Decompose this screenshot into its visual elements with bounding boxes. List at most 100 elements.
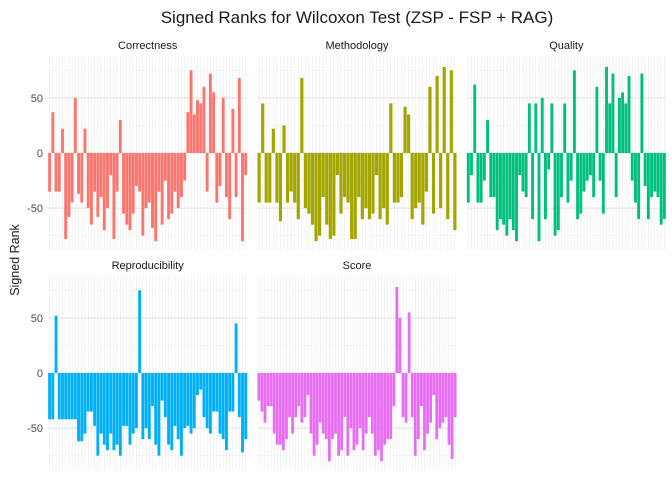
bar	[360, 153, 364, 220]
bar	[374, 373, 377, 456]
bar	[89, 373, 93, 412]
bar	[328, 153, 332, 239]
bar	[275, 373, 279, 445]
bar	[431, 153, 436, 214]
bar	[218, 153, 222, 187]
bar	[367, 153, 372, 220]
bar	[398, 317, 402, 373]
facet-panel: Score	[257, 260, 457, 470]
y-tick-label: -50	[27, 423, 43, 435]
bar	[355, 373, 359, 445]
bar	[403, 106, 407, 153]
bar	[340, 373, 344, 451]
bar	[473, 84, 477, 153]
bar	[346, 153, 350, 203]
bar	[70, 153, 74, 203]
bar	[349, 373, 353, 429]
bar	[278, 153, 283, 222]
bar	[67, 153, 71, 217]
bar	[128, 373, 132, 445]
bar	[199, 373, 203, 390]
bar	[361, 373, 365, 451]
bar	[131, 373, 135, 434]
bar	[432, 373, 436, 396]
bar	[77, 373, 80, 442]
bar	[183, 153, 187, 181]
bar	[80, 153, 84, 203]
bar	[208, 373, 212, 434]
bar	[508, 153, 512, 220]
bar	[572, 70, 576, 153]
bar	[566, 153, 570, 203]
facet-title: Methodology	[326, 40, 389, 52]
bar	[144, 153, 148, 209]
facet-title: Quality	[549, 40, 584, 52]
bar	[173, 373, 177, 426]
bar	[444, 373, 448, 418]
bar	[653, 153, 657, 192]
bar	[118, 373, 122, 456]
bar	[237, 78, 241, 153]
bar	[489, 153, 493, 198]
bar	[291, 373, 294, 434]
bar	[61, 373, 64, 420]
bar	[424, 153, 429, 192]
bar	[122, 373, 126, 426]
bar	[627, 75, 631, 153]
bar	[244, 153, 248, 176]
bar	[57, 153, 61, 192]
bar	[582, 153, 586, 192]
bar	[93, 153, 97, 192]
bar	[569, 153, 573, 181]
bar	[486, 119, 490, 153]
bar	[102, 153, 106, 231]
bar	[160, 373, 164, 401]
bar	[502, 153, 506, 225]
bar	[300, 373, 304, 423]
bar	[122, 153, 126, 214]
bar	[442, 67, 446, 153]
bar	[364, 373, 368, 434]
bar	[343, 373, 347, 418]
bar	[325, 153, 329, 225]
bar	[380, 373, 383, 462]
bar	[521, 153, 525, 192]
bar	[134, 153, 138, 187]
bar	[392, 373, 396, 407]
bar	[154, 373, 158, 445]
bar	[385, 153, 389, 225]
bar	[383, 373, 386, 445]
bar	[241, 373, 244, 453]
bar	[186, 373, 190, 426]
bar	[335, 153, 340, 176]
bar	[595, 86, 599, 153]
bar	[371, 153, 375, 214]
bar	[307, 153, 311, 214]
bar	[303, 153, 307, 209]
bar	[303, 373, 307, 418]
bar	[269, 373, 273, 407]
bar	[643, 153, 647, 187]
bar	[67, 373, 71, 420]
bar	[289, 153, 293, 192]
bar	[423, 373, 426, 451]
bar	[77, 153, 80, 194]
bar	[306, 373, 310, 396]
bar	[324, 373, 328, 440]
facet-panel: Quality	[466, 40, 666, 250]
bar	[342, 153, 347, 198]
y-tick-label: 50	[31, 93, 43, 105]
bar	[439, 153, 443, 209]
bar	[382, 153, 386, 209]
bar	[176, 153, 180, 209]
bar	[315, 373, 319, 445]
bar	[93, 373, 97, 426]
bar	[531, 153, 535, 220]
bar	[364, 153, 368, 209]
bar	[102, 373, 106, 445]
bar	[293, 153, 297, 203]
bar	[271, 128, 275, 153]
bar	[543, 153, 547, 220]
bar	[208, 73, 212, 153]
bar	[662, 153, 666, 220]
